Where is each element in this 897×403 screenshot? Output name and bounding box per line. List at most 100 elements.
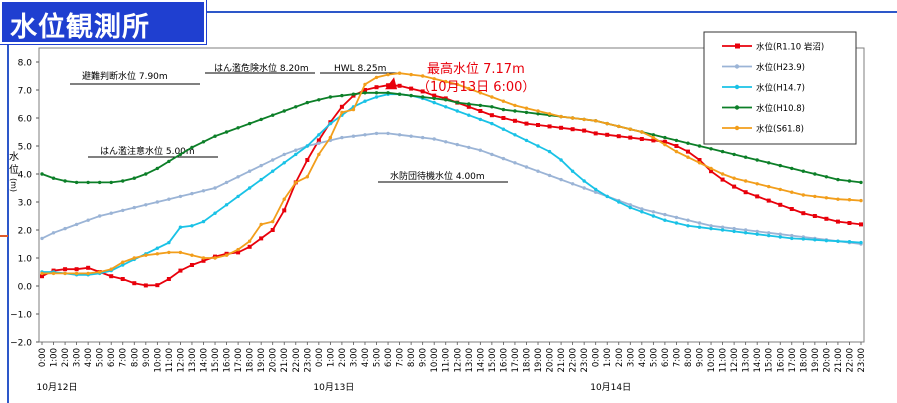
data-point — [420, 95, 425, 99]
data-point — [674, 215, 679, 220]
x-tick-label: 14:00 — [476, 348, 486, 373]
data-point — [144, 203, 148, 207]
data-point — [501, 99, 506, 103]
data-point — [490, 95, 494, 99]
data-point — [732, 152, 736, 157]
series-line — [41, 132, 862, 245]
x-tick-label: 18:00 — [799, 348, 809, 373]
data-point — [778, 235, 782, 239]
reference-label: 水防団待機水位 4.00m — [390, 170, 485, 182]
data-point — [628, 205, 632, 210]
data-point — [167, 197, 171, 201]
data-point — [178, 225, 183, 229]
data-point — [686, 218, 690, 222]
data-point — [628, 127, 632, 131]
x-tick-label: 1:00 — [603, 348, 613, 367]
x-tick-label: 13:00 — [188, 348, 198, 373]
data-point — [167, 250, 171, 255]
data-point — [63, 226, 67, 231]
data-point — [489, 113, 494, 118]
data-point — [709, 169, 714, 174]
legend: 水位(R1.10 岩沼) 水位(H23.9) 水位(H14.7) 水位(H10.8) 水… — [703, 31, 857, 145]
legend-swatch-marker — [734, 105, 740, 110]
x-tick-label: 19:00 — [811, 348, 821, 373]
x-tick-label: 20:00 — [269, 348, 279, 373]
data-point — [685, 149, 690, 154]
data-point — [640, 130, 644, 134]
data-point — [432, 100, 436, 105]
data-point — [397, 71, 402, 75]
data-point — [478, 148, 483, 152]
data-point — [271, 158, 275, 162]
data-point — [697, 158, 702, 162]
data-point — [132, 176, 136, 180]
y-tick-label: −2.0 — [10, 339, 32, 349]
x-tick-label: 10:00 — [707, 348, 717, 373]
data-point — [167, 159, 171, 164]
x-tick-label: 23:00 — [857, 348, 867, 373]
x-tick-label: 8:00 — [407, 348, 417, 367]
data-point — [444, 79, 448, 84]
x-tick-label: 22:00 — [845, 348, 855, 373]
data-point — [247, 244, 252, 249]
data-point — [674, 138, 679, 143]
series-line — [41, 91, 862, 184]
y-tick-label: 4.0 — [18, 171, 33, 181]
data-point — [444, 98, 448, 102]
x-tick-label: 20:00 — [822, 348, 832, 373]
x-tick-label: 20:00 — [546, 348, 556, 373]
data-point — [616, 134, 621, 139]
x-tick-label: 16:00 — [223, 348, 233, 373]
data-point — [374, 131, 379, 136]
legend-label: 水位(R1.10 岩沼) — [756, 42, 824, 53]
data-point — [617, 124, 621, 129]
data-point — [501, 116, 506, 120]
x-tick-label: 7:00 — [119, 348, 129, 367]
data-point — [282, 208, 287, 213]
series-group — [40, 91, 863, 185]
data-point — [835, 219, 840, 224]
x-tick-label: 0:00 — [592, 348, 602, 367]
data-point — [697, 161, 702, 165]
data-point — [478, 109, 483, 113]
data-point — [755, 232, 759, 236]
x-tick-label: 11:00 — [442, 348, 452, 373]
data-point — [766, 198, 771, 203]
x-tick-label: 16:00 — [499, 348, 509, 373]
data-point — [559, 158, 563, 162]
data-point — [63, 179, 67, 183]
data-point — [51, 231, 56, 235]
data-point — [213, 256, 217, 260]
data-point — [801, 237, 806, 241]
data-point — [732, 229, 736, 234]
data-point — [259, 163, 263, 168]
data-point — [859, 198, 863, 203]
data-point — [132, 256, 136, 260]
data-point — [743, 228, 748, 232]
data-point — [478, 103, 483, 108]
data-point — [213, 134, 217, 138]
plot-area — [38, 47, 865, 343]
data-point — [328, 135, 333, 140]
data-point — [236, 126, 240, 130]
data-point — [121, 260, 125, 264]
x-tick-label: 2:00 — [338, 348, 348, 367]
data-point — [697, 144, 702, 148]
data-point — [743, 179, 748, 183]
data-point — [824, 238, 829, 243]
data-point — [824, 175, 829, 179]
x-tick-label: 13:00 — [742, 348, 752, 373]
data-point — [490, 105, 494, 109]
y-tick-label: 7.0 — [18, 87, 33, 97]
data-point — [305, 100, 310, 105]
x-tick-label: 23:00 — [303, 348, 313, 373]
data-point — [663, 218, 667, 222]
x-tick-label: 22:00 — [292, 348, 302, 373]
reference-label: はん濫危険水位 8.20m — [214, 62, 309, 74]
data-point — [467, 145, 471, 150]
data-point — [271, 113, 275, 117]
data-point — [536, 144, 540, 148]
y-tick-label: 2.0 — [18, 227, 33, 237]
x-tick-label: 4:00 — [361, 348, 371, 367]
